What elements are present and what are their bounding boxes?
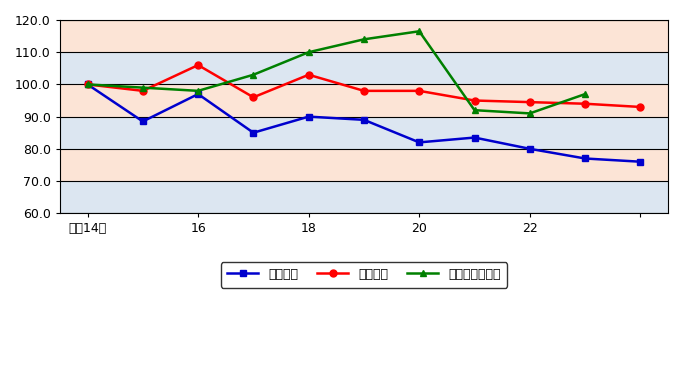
事業所数 xyxy=(249,130,257,135)
製造品出荷額等 xyxy=(415,29,423,34)
製造品出荷額等 xyxy=(581,92,589,96)
事業所数 xyxy=(139,119,147,124)
製造品出荷額等 xyxy=(139,85,147,90)
事業所数 xyxy=(471,135,479,140)
Legend: 事業所数, 従業者数, 製造品出荷額等: 事業所数, 従業者数, 製造品出荷額等 xyxy=(221,262,507,288)
事業所数 xyxy=(526,147,534,151)
従業者数 xyxy=(139,89,147,93)
事業所数 xyxy=(360,118,368,122)
従業者数 xyxy=(581,102,589,106)
Bar xyxy=(60,84,668,117)
Bar xyxy=(60,181,668,213)
事業所数 xyxy=(83,82,92,87)
Bar xyxy=(60,52,668,84)
従業者数 xyxy=(194,63,202,67)
製造品出荷額等 xyxy=(360,37,368,42)
従業者数 xyxy=(360,89,368,93)
事業所数 xyxy=(637,159,645,164)
Line: 製造品出荷額等: 製造品出荷額等 xyxy=(84,28,589,117)
事業所数 xyxy=(305,114,313,119)
従業者数 xyxy=(249,95,257,100)
Bar xyxy=(60,117,668,149)
従業者数 xyxy=(83,82,92,87)
製造品出荷額等 xyxy=(471,108,479,112)
Bar xyxy=(60,149,668,181)
従業者数 xyxy=(471,98,479,103)
Line: 事業所数: 事業所数 xyxy=(84,81,644,165)
従業者数 xyxy=(305,73,313,77)
製造品出荷額等 xyxy=(194,89,202,93)
従業者数 xyxy=(637,105,645,109)
製造品出荷額等 xyxy=(305,50,313,55)
Line: 従業者数: 従業者数 xyxy=(84,62,644,110)
Bar xyxy=(60,20,668,52)
事業所数 xyxy=(194,92,202,96)
従業者数 xyxy=(415,89,423,93)
製造品出荷額等 xyxy=(526,111,534,116)
事業所数 xyxy=(415,140,423,145)
事業所数 xyxy=(581,156,589,161)
従業者数 xyxy=(526,100,534,104)
製造品出荷額等 xyxy=(83,82,92,87)
製造品出荷額等 xyxy=(249,73,257,77)
